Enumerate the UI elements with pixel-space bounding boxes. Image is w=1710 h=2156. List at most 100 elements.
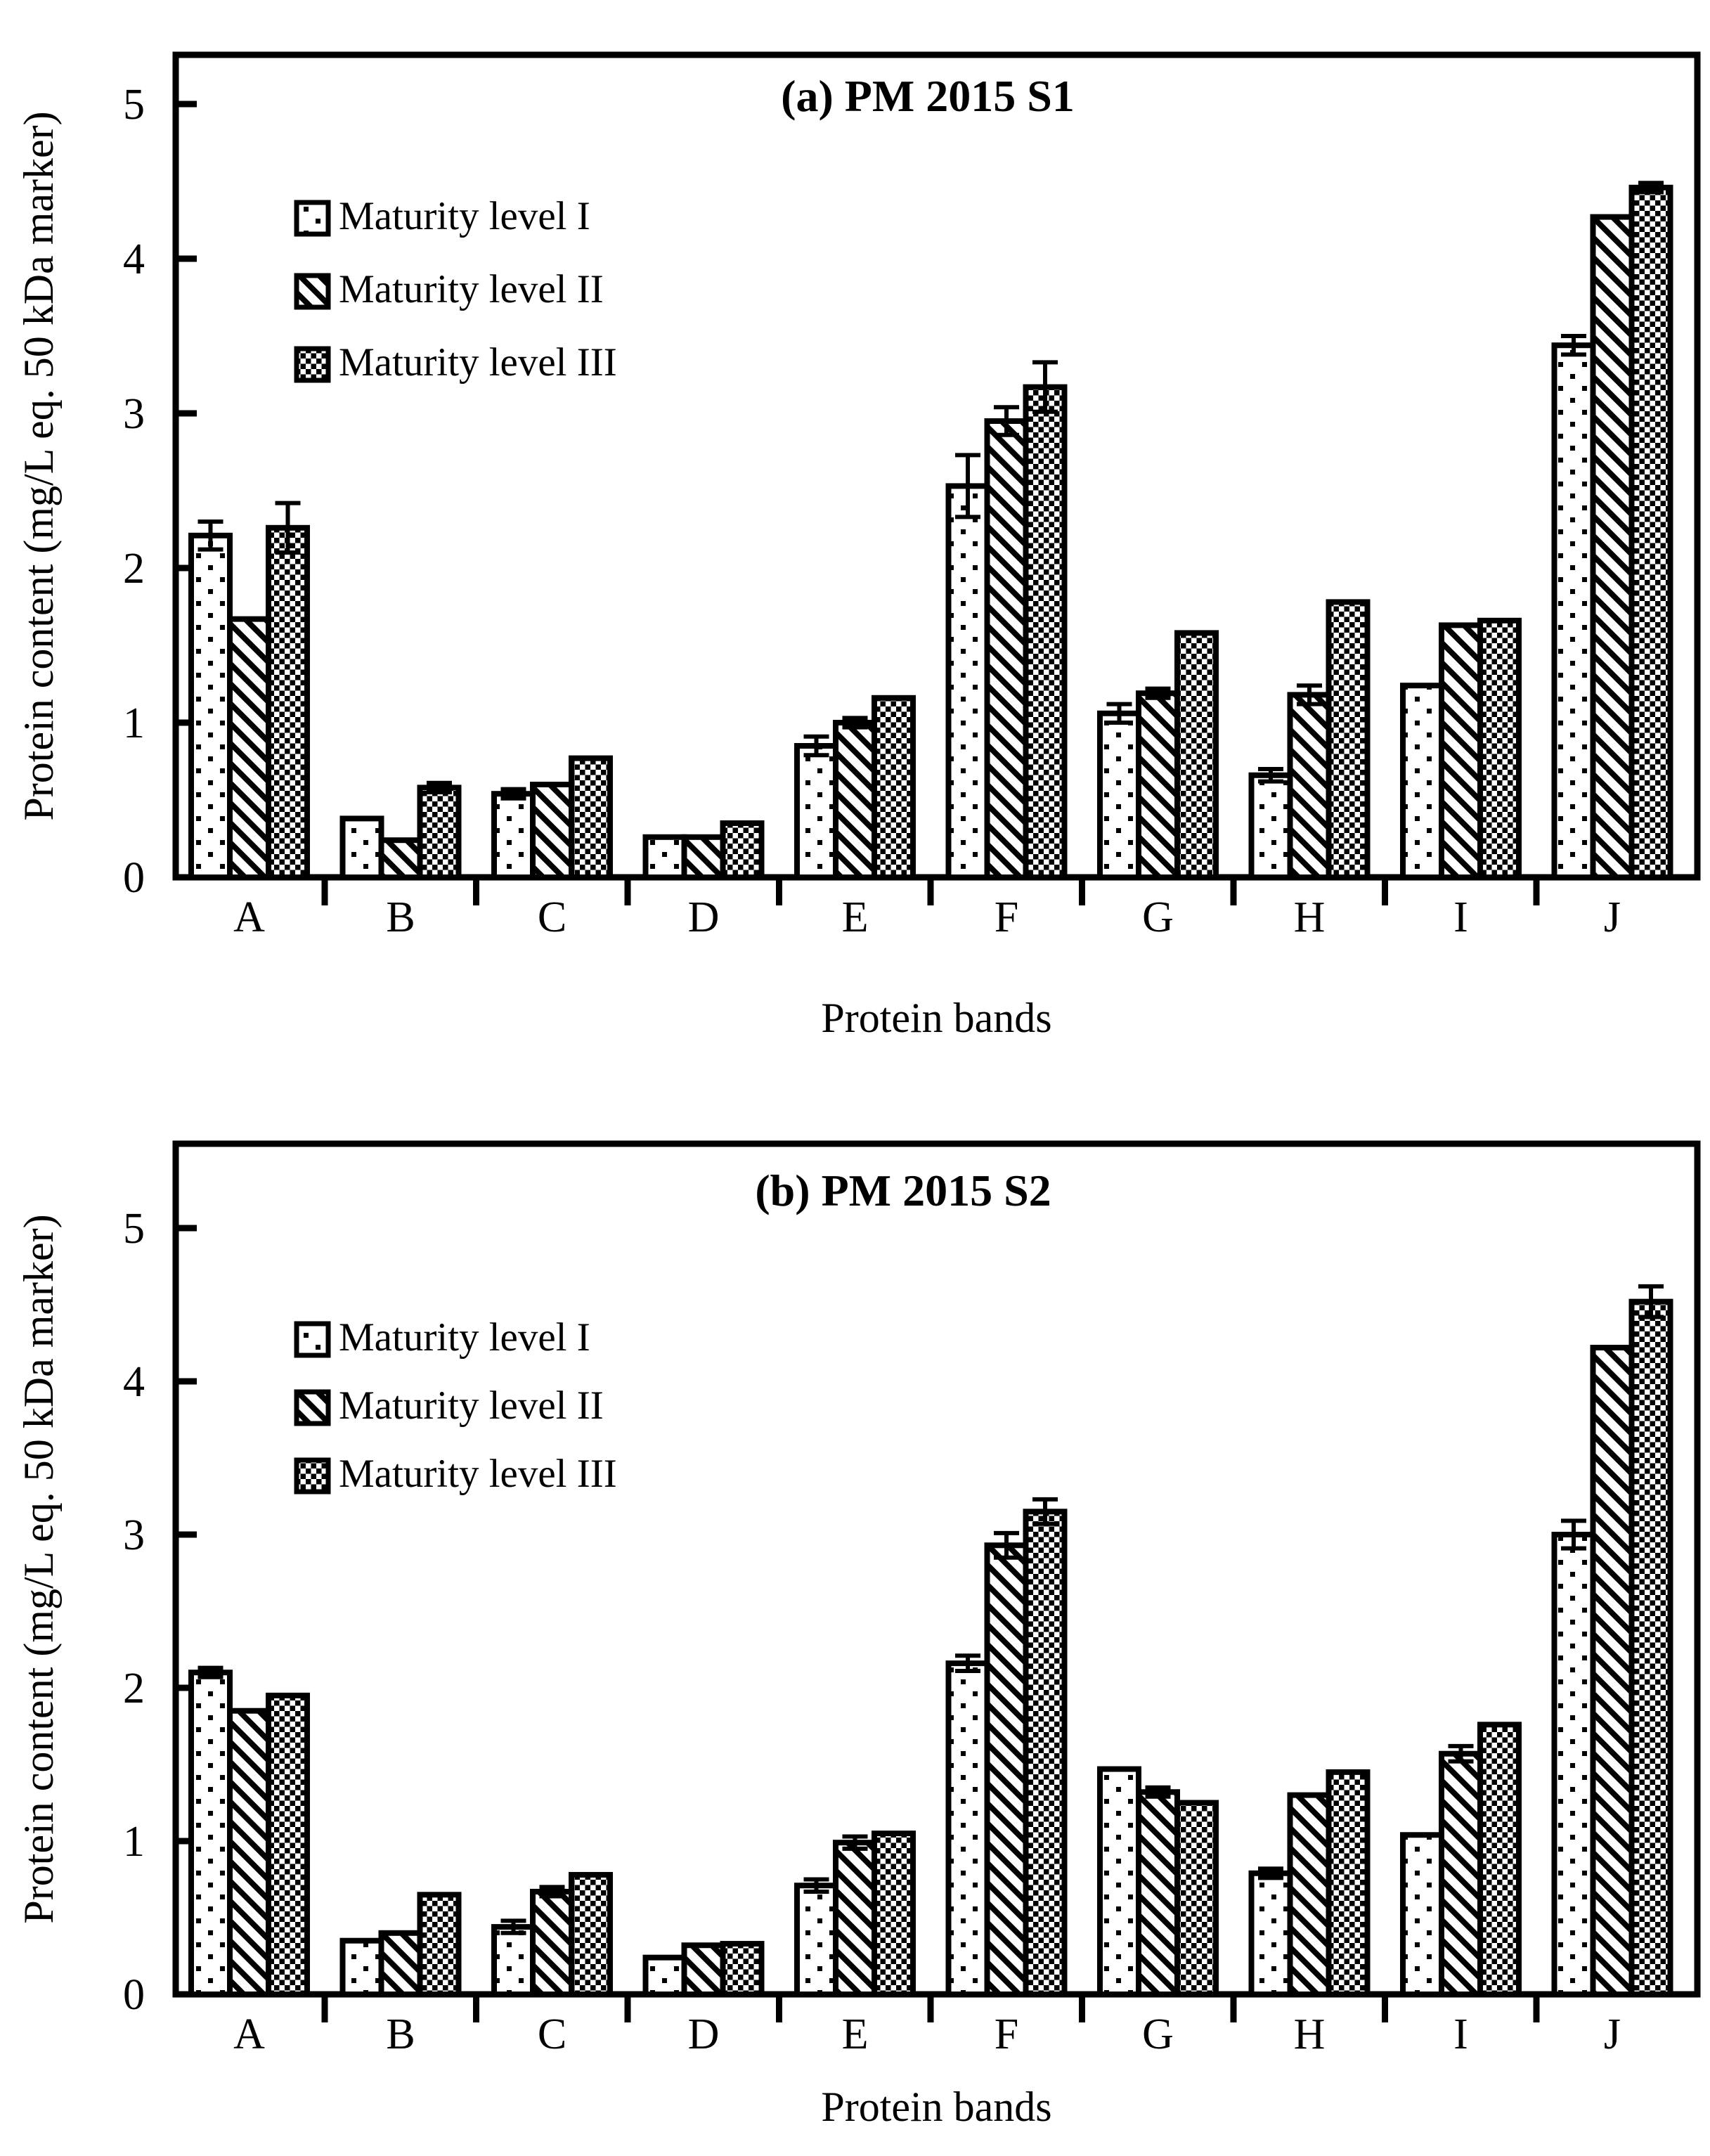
x-tick-label: D xyxy=(688,2010,720,2058)
bar-E-level-1 xyxy=(794,743,838,880)
bar-J-level-2 xyxy=(1590,1345,1635,1998)
bar-H-level-3 xyxy=(1326,1769,1371,1998)
chart-a: 0 1 2 3 4 5 A B C D E F G H I J Maturity level I Maturity… xyxy=(15,51,1701,1041)
bar-B-level-1 xyxy=(339,1937,384,1997)
error-bar-F-level-1 xyxy=(955,453,980,519)
error-bar-F-level-3 xyxy=(1032,1497,1058,1526)
bar-B-level-2 xyxy=(378,1930,423,1998)
y-tick-label: 2 xyxy=(123,1665,145,1712)
legend-swatch-level-3 xyxy=(294,346,331,383)
bar-A-level-2 xyxy=(227,1708,271,1997)
bar-G-level-3 xyxy=(1174,630,1219,881)
x-tick-label: I xyxy=(1453,2010,1468,2058)
error-bar-G-level-1 xyxy=(1106,702,1132,725)
plot-frame xyxy=(172,1140,1701,1998)
x-tick-label: J xyxy=(1604,2010,1621,2058)
bar-C-level-1 xyxy=(491,1924,536,1997)
bar-C-level-3 xyxy=(569,1871,613,1997)
y-axis-title: Protein content (mg/L eq. 50 kDa marker) xyxy=(15,111,62,820)
legend-item-label: Maturity level I xyxy=(339,194,590,238)
bar-I-level-3 xyxy=(1477,617,1522,880)
bar-F-level-1 xyxy=(945,483,990,880)
bar-A-level-3 xyxy=(266,524,310,880)
bar-H-level-1 xyxy=(1248,772,1293,881)
bar-H-level-2 xyxy=(1287,692,1332,881)
legend-swatch-level-1 xyxy=(294,200,331,237)
chart-title: (a) PM 2015 S1 xyxy=(781,71,1075,121)
bar-E-level-3 xyxy=(872,695,916,880)
bar-D-level-2 xyxy=(681,1942,726,1997)
bar-A-level-1 xyxy=(188,1670,233,1997)
bar-H-level-2 xyxy=(1287,1792,1332,1997)
y-tick-label: 0 xyxy=(123,1971,145,2019)
bar-I-level-1 xyxy=(1400,1832,1444,1998)
bar-G-level-1 xyxy=(1097,1766,1141,1997)
bar-J-level-3 xyxy=(1628,184,1673,880)
x-tick-label: G xyxy=(1142,893,1174,941)
bar-J-level-3 xyxy=(1628,1298,1673,1997)
y-tick-label: 3 xyxy=(123,390,145,438)
error-bar-I-level-2 xyxy=(1448,1743,1474,1764)
x-tick-label: C xyxy=(538,893,566,941)
error-bar-E-level-2 xyxy=(842,1834,868,1851)
legend-swatch-level-2 xyxy=(294,273,331,310)
error-bar-A-level-3 xyxy=(275,501,301,555)
legend-swatch-level-1 xyxy=(294,1321,331,1358)
x-tick-label: A xyxy=(233,2010,265,2058)
bar-G-level-2 xyxy=(1136,1789,1180,1997)
bar-E-level-2 xyxy=(833,720,877,880)
x-tick-label: E xyxy=(842,893,869,941)
chart-title: (b) PM 2015 S2 xyxy=(755,1166,1051,1215)
y-tick-label: 5 xyxy=(123,81,145,129)
bar-E-level-3 xyxy=(872,1831,916,1997)
x-axis-title: Protein bands xyxy=(821,995,1051,1041)
x-tick-label: C xyxy=(538,2010,566,2058)
error-bar-C-level-1 xyxy=(500,1918,526,1935)
figure-panel-b: 0 1 2 3 4 5 A B C D E F G H I J Maturity level I Maturity… xyxy=(0,1078,1710,2156)
error-bar-C-level-2 xyxy=(539,1885,565,1899)
bar-J-level-2 xyxy=(1590,214,1635,881)
bar-B-level-1 xyxy=(339,815,384,881)
error-bar-F-level-3 xyxy=(1032,360,1058,414)
x-tick-label: H xyxy=(1294,2010,1326,2058)
bar-J-level-1 xyxy=(1551,342,1596,880)
y-tick-label: 0 xyxy=(123,854,145,902)
error-bar-J-level-3 xyxy=(1638,181,1664,195)
bar-H-level-3 xyxy=(1326,599,1371,881)
bar-C-level-2 xyxy=(530,782,574,880)
error-bar-E-level-1 xyxy=(803,734,829,758)
bar-G-level-1 xyxy=(1097,710,1141,880)
bar-D-level-1 xyxy=(642,834,687,881)
y-tick-label: 5 xyxy=(123,1205,145,1253)
y-tick-label: 4 xyxy=(123,235,145,283)
chart-b: 0 1 2 3 4 5 A B C D E F G H I J Maturity level I Maturity… xyxy=(15,1140,1701,2130)
bar-C-level-1 xyxy=(491,791,536,880)
x-tick-label: E xyxy=(842,2010,869,2058)
bar-C-level-2 xyxy=(530,1888,574,1997)
legend-swatch-level-3 xyxy=(294,1457,331,1495)
x-tick-label: F xyxy=(995,2010,1018,2058)
bar-I-level-3 xyxy=(1477,1722,1522,1997)
legend-item-label: Maturity level I xyxy=(339,1315,590,1360)
legend-item-label: Maturity level II xyxy=(339,267,604,311)
error-bar-H-level-1 xyxy=(1258,767,1283,784)
bar-F-level-3 xyxy=(1023,1509,1068,1997)
error-bar-G-level-2 xyxy=(1145,1785,1171,1799)
error-bar-B-level-3 xyxy=(427,780,452,794)
bar-F-level-3 xyxy=(1023,384,1068,880)
error-bar-F-level-2 xyxy=(994,1530,1019,1560)
error-bar-C-level-1 xyxy=(500,787,526,801)
legend-item-label: Maturity level III xyxy=(339,340,617,385)
error-bar-J-level-1 xyxy=(1561,1518,1586,1551)
bar-G-level-3 xyxy=(1174,1800,1219,1997)
x-tick-label: B xyxy=(386,893,415,941)
legend-item-label: Maturity level III xyxy=(339,1452,617,1496)
bar-H-level-1 xyxy=(1248,1870,1293,1998)
y-axis-title: Protein content (mg/L eq. 50 kDa marker) xyxy=(15,1214,62,1923)
x-tick-label: B xyxy=(386,2010,415,2058)
legend-swatch-level-2 xyxy=(294,1389,331,1426)
error-bar-A-level-1 xyxy=(197,519,224,552)
bar-A-level-2 xyxy=(227,616,271,880)
bar-F-level-2 xyxy=(984,1542,1029,1997)
bar-D-level-3 xyxy=(720,820,765,880)
